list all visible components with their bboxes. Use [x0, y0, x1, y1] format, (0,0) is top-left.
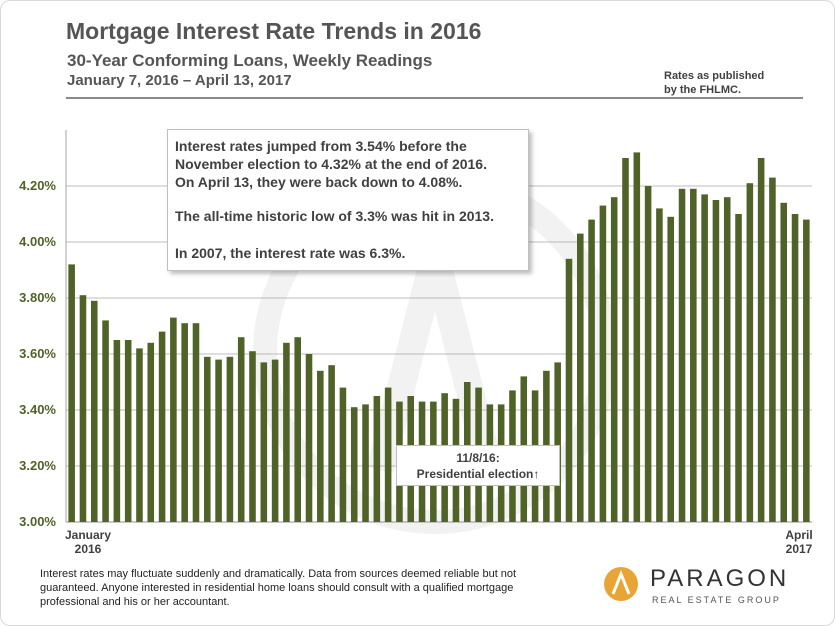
logo-subtitle: REAL ESTATE GROUP: [652, 595, 781, 605]
callout-line2: November election to 4.32% at the end of…: [175, 156, 487, 172]
x-label-start: January 2016: [60, 528, 116, 556]
rate-bar: [656, 208, 663, 522]
rate-bar: [667, 216, 674, 523]
y-tick-label: 3.20%: [19, 458, 56, 473]
y-tick-label: 3.60%: [19, 346, 56, 361]
rate-bar: [249, 351, 256, 522]
rate-bar: [373, 396, 381, 522]
rate-bar: [102, 320, 109, 522]
rate-bar: [283, 342, 290, 522]
x-label-end-year: 2017: [785, 542, 813, 556]
rate-bar: [633, 152, 641, 522]
callout-line5: In 2007, the interest rate was 6.3%.: [175, 245, 406, 261]
paragon-logo-icon: [604, 567, 638, 601]
rate-bar: [170, 317, 177, 522]
y-tick-label: 4.20%: [19, 178, 56, 193]
rate-bar: [690, 188, 697, 523]
title-divider: [66, 97, 803, 99]
election-date: 11/8/16:: [456, 451, 500, 465]
rate-bar: [803, 219, 810, 522]
source-note-line1: Rates as published: [664, 70, 765, 82]
page-subtitle: 30-Year Conforming Loans, Weekly Reading…: [67, 51, 433, 70]
rate-bar: [577, 233, 584, 522]
source-note: Rates as published by the FHLMC.: [664, 69, 764, 97]
rate-bar: [260, 362, 268, 522]
y-tick-label: 3.40%: [19, 402, 56, 417]
rate-bar: [554, 362, 561, 522]
rate-bar: [791, 214, 799, 522]
rate-bar: [147, 342, 155, 522]
y-tick-label: 3.80%: [19, 290, 56, 305]
rate-bar: [757, 158, 765, 522]
rate-bar: [769, 177, 776, 522]
rate-callout-box: Interest rates jumped from 3.54% before …: [167, 129, 529, 271]
rate-bar: [350, 407, 358, 522]
rate-bar: [79, 295, 87, 522]
rate-bar: [271, 359, 279, 522]
rate-bar: [237, 337, 245, 522]
rate-bar: [124, 340, 132, 522]
disclaimer-text: Interest rates may fluctuate suddenly an…: [40, 568, 517, 608]
date-range: January 7, 2016 – April 13, 2017: [67, 72, 292, 89]
election-label: Presidential election↑: [416, 467, 540, 481]
y-tick-label: 3.00%: [19, 514, 56, 529]
x-label-end-month: April: [785, 528, 813, 542]
rate-bar: [780, 202, 788, 523]
rate-bar: [735, 214, 742, 522]
rate-bar: [712, 200, 720, 522]
callout-line3: On April 13, they were back down to 4.08…: [175, 174, 463, 190]
page-title: Mortgage Interest Rate Trends in 2016: [66, 18, 482, 44]
rate-bar: [294, 337, 301, 522]
rate-bar: [158, 331, 166, 522]
election-annotation: 11/8/16: Presidential election↑: [396, 445, 560, 486]
rate-bar: [723, 197, 731, 522]
rate-bar: [384, 387, 392, 522]
source-note-line2: by the FHLMC.: [664, 84, 741, 96]
rate-bar: [215, 359, 222, 522]
rate-bar: [339, 387, 347, 522]
rate-bar: [68, 264, 75, 522]
rate-bar: [226, 356, 234, 522]
rate-bar: [746, 183, 754, 522]
rate-bar: [90, 300, 98, 522]
rate-bar: [192, 323, 200, 522]
rate-bar: [362, 404, 369, 522]
callout-line1: Interest rates jumped from 3.54% before …: [175, 138, 467, 154]
rate-bar: [644, 186, 652, 522]
logo-name: PARAGON: [650, 565, 790, 592]
rate-bar: [204, 356, 211, 522]
rate-bar: [328, 365, 335, 522]
rate-bar: [565, 258, 573, 522]
rate-bar: [588, 219, 595, 522]
rate-bar: [317, 370, 324, 522]
rate-bar: [622, 158, 629, 522]
rate-bar: [701, 194, 708, 522]
rate-bar: [678, 188, 686, 523]
rate-bar: [610, 197, 618, 522]
rate-bar: [113, 340, 121, 522]
rate-bar: [599, 205, 607, 522]
x-label-start-year: 2016: [74, 542, 102, 556]
rate-bar: [136, 348, 143, 522]
x-label-start-month: January: [64, 528, 112, 542]
x-label-end: April 2017: [776, 528, 822, 556]
paragon-logo-glyph: [611, 569, 631, 595]
callout-line4: The all-time historic low of 3.3% was hi…: [175, 208, 494, 224]
rate-bar: [181, 323, 188, 522]
rate-bar: [305, 354, 313, 522]
y-tick-label: 4.00%: [19, 234, 56, 249]
